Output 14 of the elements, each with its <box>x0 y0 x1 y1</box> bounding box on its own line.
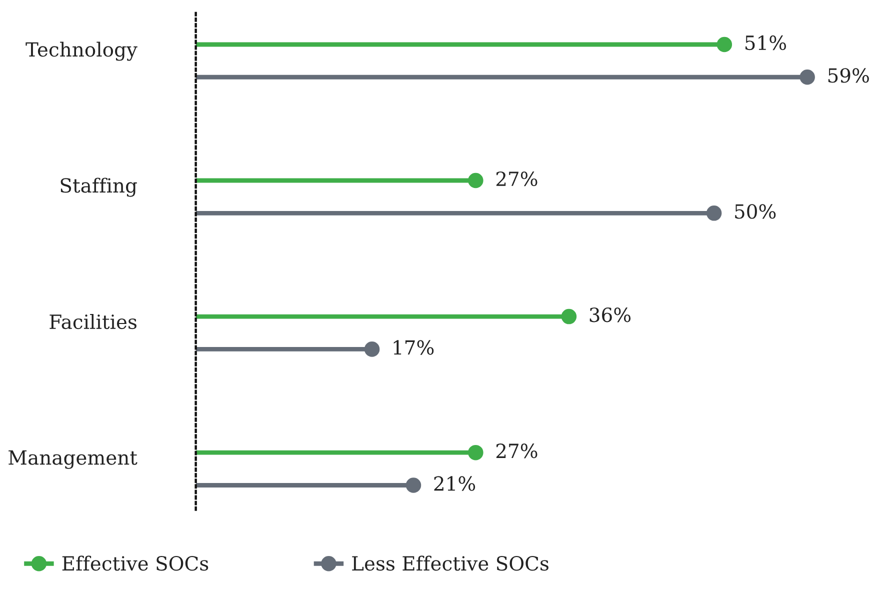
y-tick-label: Staffing <box>60 178 137 197</box>
legend-label: Less Effective SOCs <box>352 556 548 571</box>
data-label: 21% <box>434 476 476 491</box>
data-label: 27% <box>496 444 538 458</box>
y-tick-label: Technology <box>26 42 138 61</box>
data-label: 59% <box>828 68 869 83</box>
y-tick-label: Facilities <box>50 314 136 330</box>
legend-label: Effective SOCs <box>62 556 208 571</box>
data-label: 27% <box>496 171 538 186</box>
y-tick-label: Management <box>8 450 138 469</box>
data-label: 50% <box>735 204 776 219</box>
data-label: 36% <box>590 307 631 322</box>
data-label: 51% <box>746 35 786 50</box>
data-label: 17% <box>394 340 434 355</box>
